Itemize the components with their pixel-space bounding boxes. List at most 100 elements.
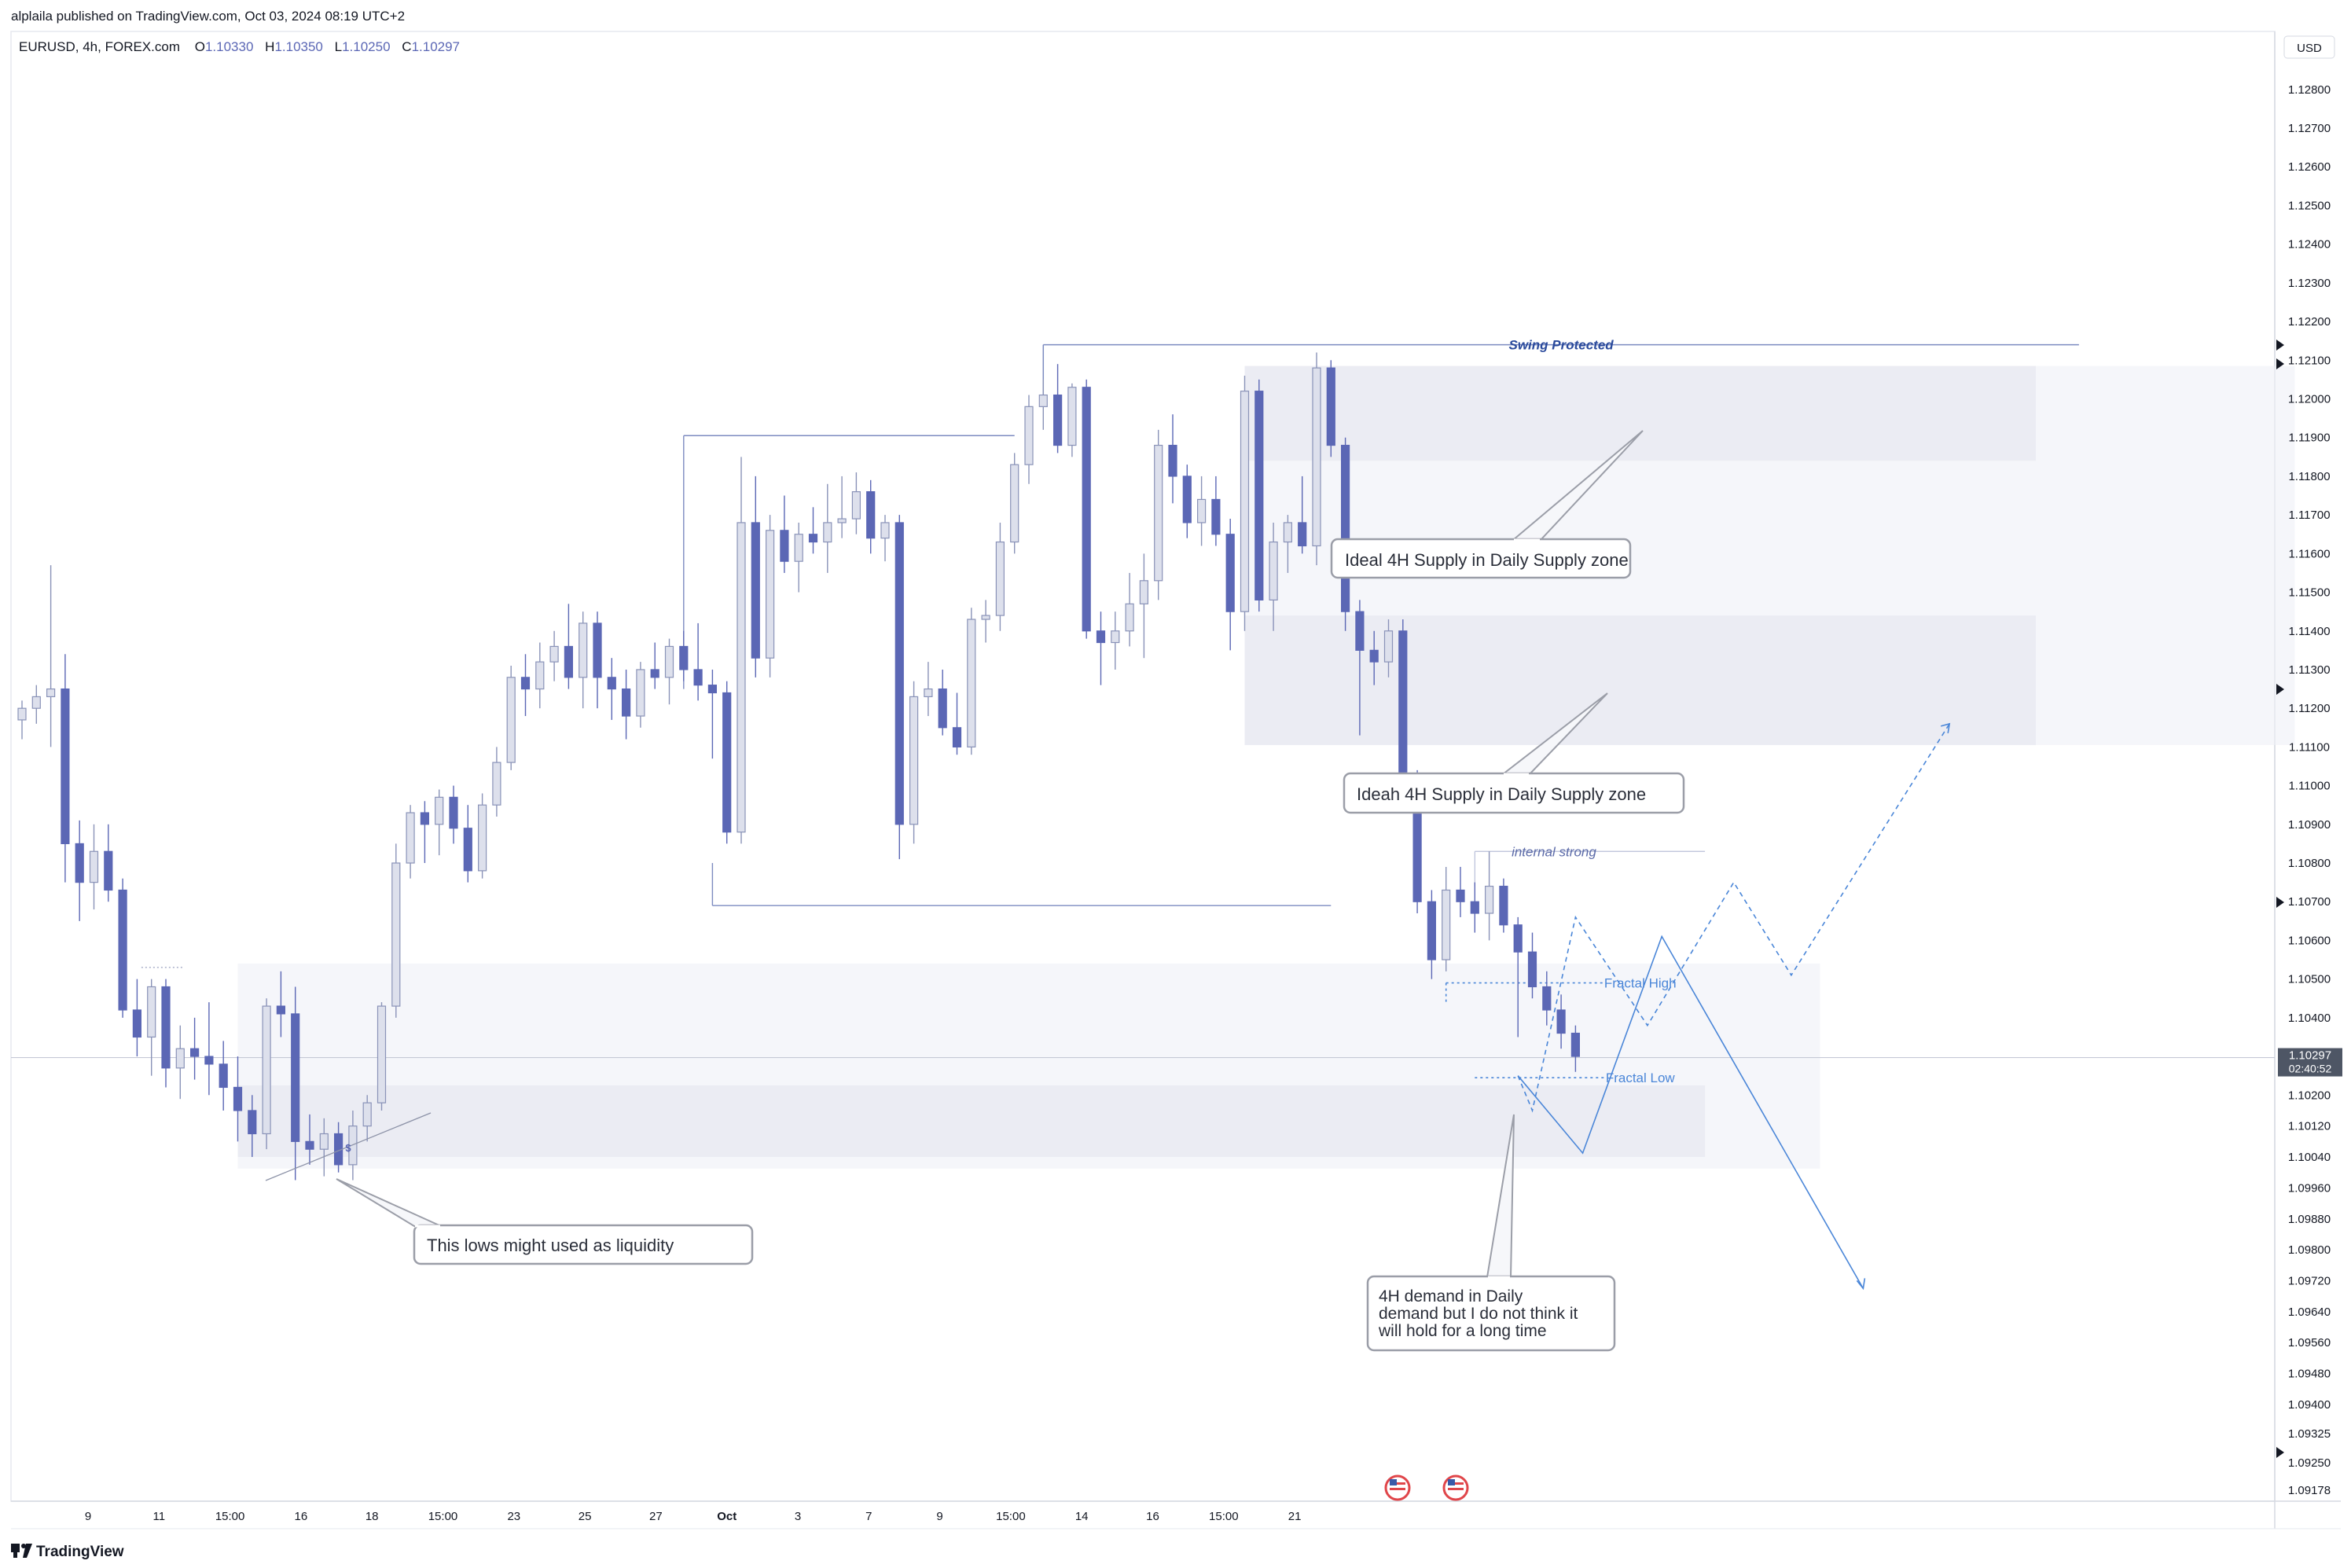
candle-body-bull <box>362 1102 372 1127</box>
candle <box>1154 429 1163 600</box>
candle-body-bull <box>17 707 27 721</box>
candle <box>233 1056 243 1142</box>
candle-body-bear <box>1513 924 1523 953</box>
candle-body-bear <box>1096 630 1106 644</box>
callout-line-3: will hold for a long time <box>1378 1322 1547 1340</box>
candle <box>607 658 616 720</box>
candle-body-bull <box>492 762 501 806</box>
candle-body-bull <box>1010 464 1019 543</box>
candle <box>492 747 501 817</box>
liquidity-trendline[interactable] <box>265 1112 432 1181</box>
candle <box>1456 866 1465 917</box>
price-tick-label: 1.10700 <box>2288 895 2331 909</box>
candle <box>650 642 659 689</box>
candle-body-bear <box>161 986 171 1069</box>
candle-body-bear <box>1298 522 1307 547</box>
candle-body-bull <box>664 645 674 678</box>
flag-stripe <box>1448 1482 1464 1485</box>
candle-body-bear <box>248 1110 257 1135</box>
candle-body-bear <box>190 1048 200 1057</box>
scale-marker-icon <box>2276 897 2284 908</box>
fractal-high-label: Fractal High <box>1604 976 1677 991</box>
price-tick-label: 1.09400 <box>2288 1398 2331 1412</box>
price-tick-label: 1.10900 <box>2288 818 2331 832</box>
candle <box>1355 600 1365 736</box>
candle <box>61 654 70 883</box>
us-flag-icon[interactable] <box>1384 1474 1411 1501</box>
candle-body-bear <box>1570 1032 1581 1057</box>
callout-ideal-supply[interactable]: Ideal 4H Supply in Daily Supply zone <box>1330 430 1644 579</box>
chart-pane[interactable] <box>10 31 2276 1502</box>
candle-body-bear <box>593 622 602 678</box>
price-tick-label: 1.11600 <box>2288 547 2330 560</box>
symbol-label: EURUSD, 4h, FOREX.com <box>19 39 180 54</box>
flag-canton <box>1390 1479 1397 1485</box>
candle <box>693 622 703 701</box>
currency-box[interactable] <box>2283 35 2335 59</box>
price-tick-label: 1.09325 <box>2288 1427 2331 1441</box>
candle <box>435 789 444 856</box>
scale-marker-icon <box>2276 684 2284 695</box>
candle <box>564 604 574 689</box>
candle-body-bear <box>679 645 689 670</box>
callout-liquidity[interactable]: This lows might used as liquidity <box>336 1178 754 1265</box>
us-flag-icon[interactable] <box>1442 1474 1469 1501</box>
candle-body-bear <box>1082 387 1091 632</box>
candle-body-bull <box>1125 603 1134 632</box>
candle-body-bear <box>1527 951 1537 988</box>
candle <box>1139 553 1149 659</box>
candle <box>305 1114 314 1165</box>
candle <box>924 662 933 717</box>
flag-stripe <box>1390 1488 1405 1490</box>
price-tick-label: 1.12800 <box>2288 83 2331 97</box>
price-tick-label: 1.12700 <box>2288 122 2331 135</box>
flag-canton <box>1448 1479 1455 1485</box>
publish-info: alplaila published on TradingView.com, O… <box>11 9 405 24</box>
time-tick-label: 3 <box>795 1510 801 1523</box>
candle-body-bear <box>1456 889 1465 902</box>
time-tick-label: 18 <box>366 1510 379 1523</box>
candle-body-bull <box>506 677 516 763</box>
price-tick-label: 1.09720 <box>2288 1275 2331 1288</box>
candle <box>1196 476 1207 546</box>
price-scale[interactable]: 1.12800 1.12700 1.12600 1.12500 1.12400 1.123… <box>2288 83 2331 1497</box>
candle <box>995 522 1005 631</box>
time-axis[interactable]: 9 11 15:00 16 18 15:00 23 25 27 Oct 3 7 9 15:00 14 16 15… <box>85 1510 1302 1523</box>
candle <box>506 666 516 770</box>
candle-body-bear <box>104 850 113 891</box>
candle <box>952 692 962 755</box>
candle-body-bear <box>1211 498 1221 535</box>
candle <box>664 638 674 705</box>
candle-body-bull <box>1442 889 1451 960</box>
candle-body-bear <box>132 1009 141 1038</box>
logo-dot <box>21 1544 26 1548</box>
brand-name: TradingView <box>36 1544 124 1560</box>
candle-body-bear <box>420 812 430 825</box>
callout-demand[interactable]: 4H demand in Daily demand but I do not t… <box>1366 1114 1616 1352</box>
price-tick-label: 1.11700 <box>2288 509 2330 522</box>
time-tick-label: 27 <box>649 1510 663 1523</box>
candle-body-bull <box>1111 630 1120 644</box>
candle-body-bull <box>981 615 990 620</box>
candle <box>190 1017 200 1080</box>
callout-ideah-supply[interactable]: Ideah 4H Supply in Daily Supply zone <box>1343 692 1685 814</box>
candle <box>204 1002 214 1096</box>
candle <box>549 630 559 681</box>
candle <box>636 662 645 728</box>
time-tick-label: 21 <box>1288 1510 1302 1523</box>
dashed-arrowhead-icon <box>1940 722 1951 733</box>
supply-demand-zone <box>237 1085 1706 1158</box>
price-tick-label: 1.12400 <box>2288 238 2331 252</box>
candle-body-bear <box>276 1005 285 1015</box>
candle <box>1383 619 1394 678</box>
ohlc-high-value: 1.10350 <box>274 39 322 54</box>
price-tick-label: 1.12200 <box>2288 315 2331 329</box>
candle-body-bull <box>765 530 775 659</box>
candle <box>276 971 285 1037</box>
candle-body-bull <box>319 1133 329 1150</box>
candle <box>751 476 760 678</box>
candle <box>104 824 113 902</box>
price-tick-label: 1.10500 <box>2288 973 2331 986</box>
candle <box>1298 476 1307 554</box>
